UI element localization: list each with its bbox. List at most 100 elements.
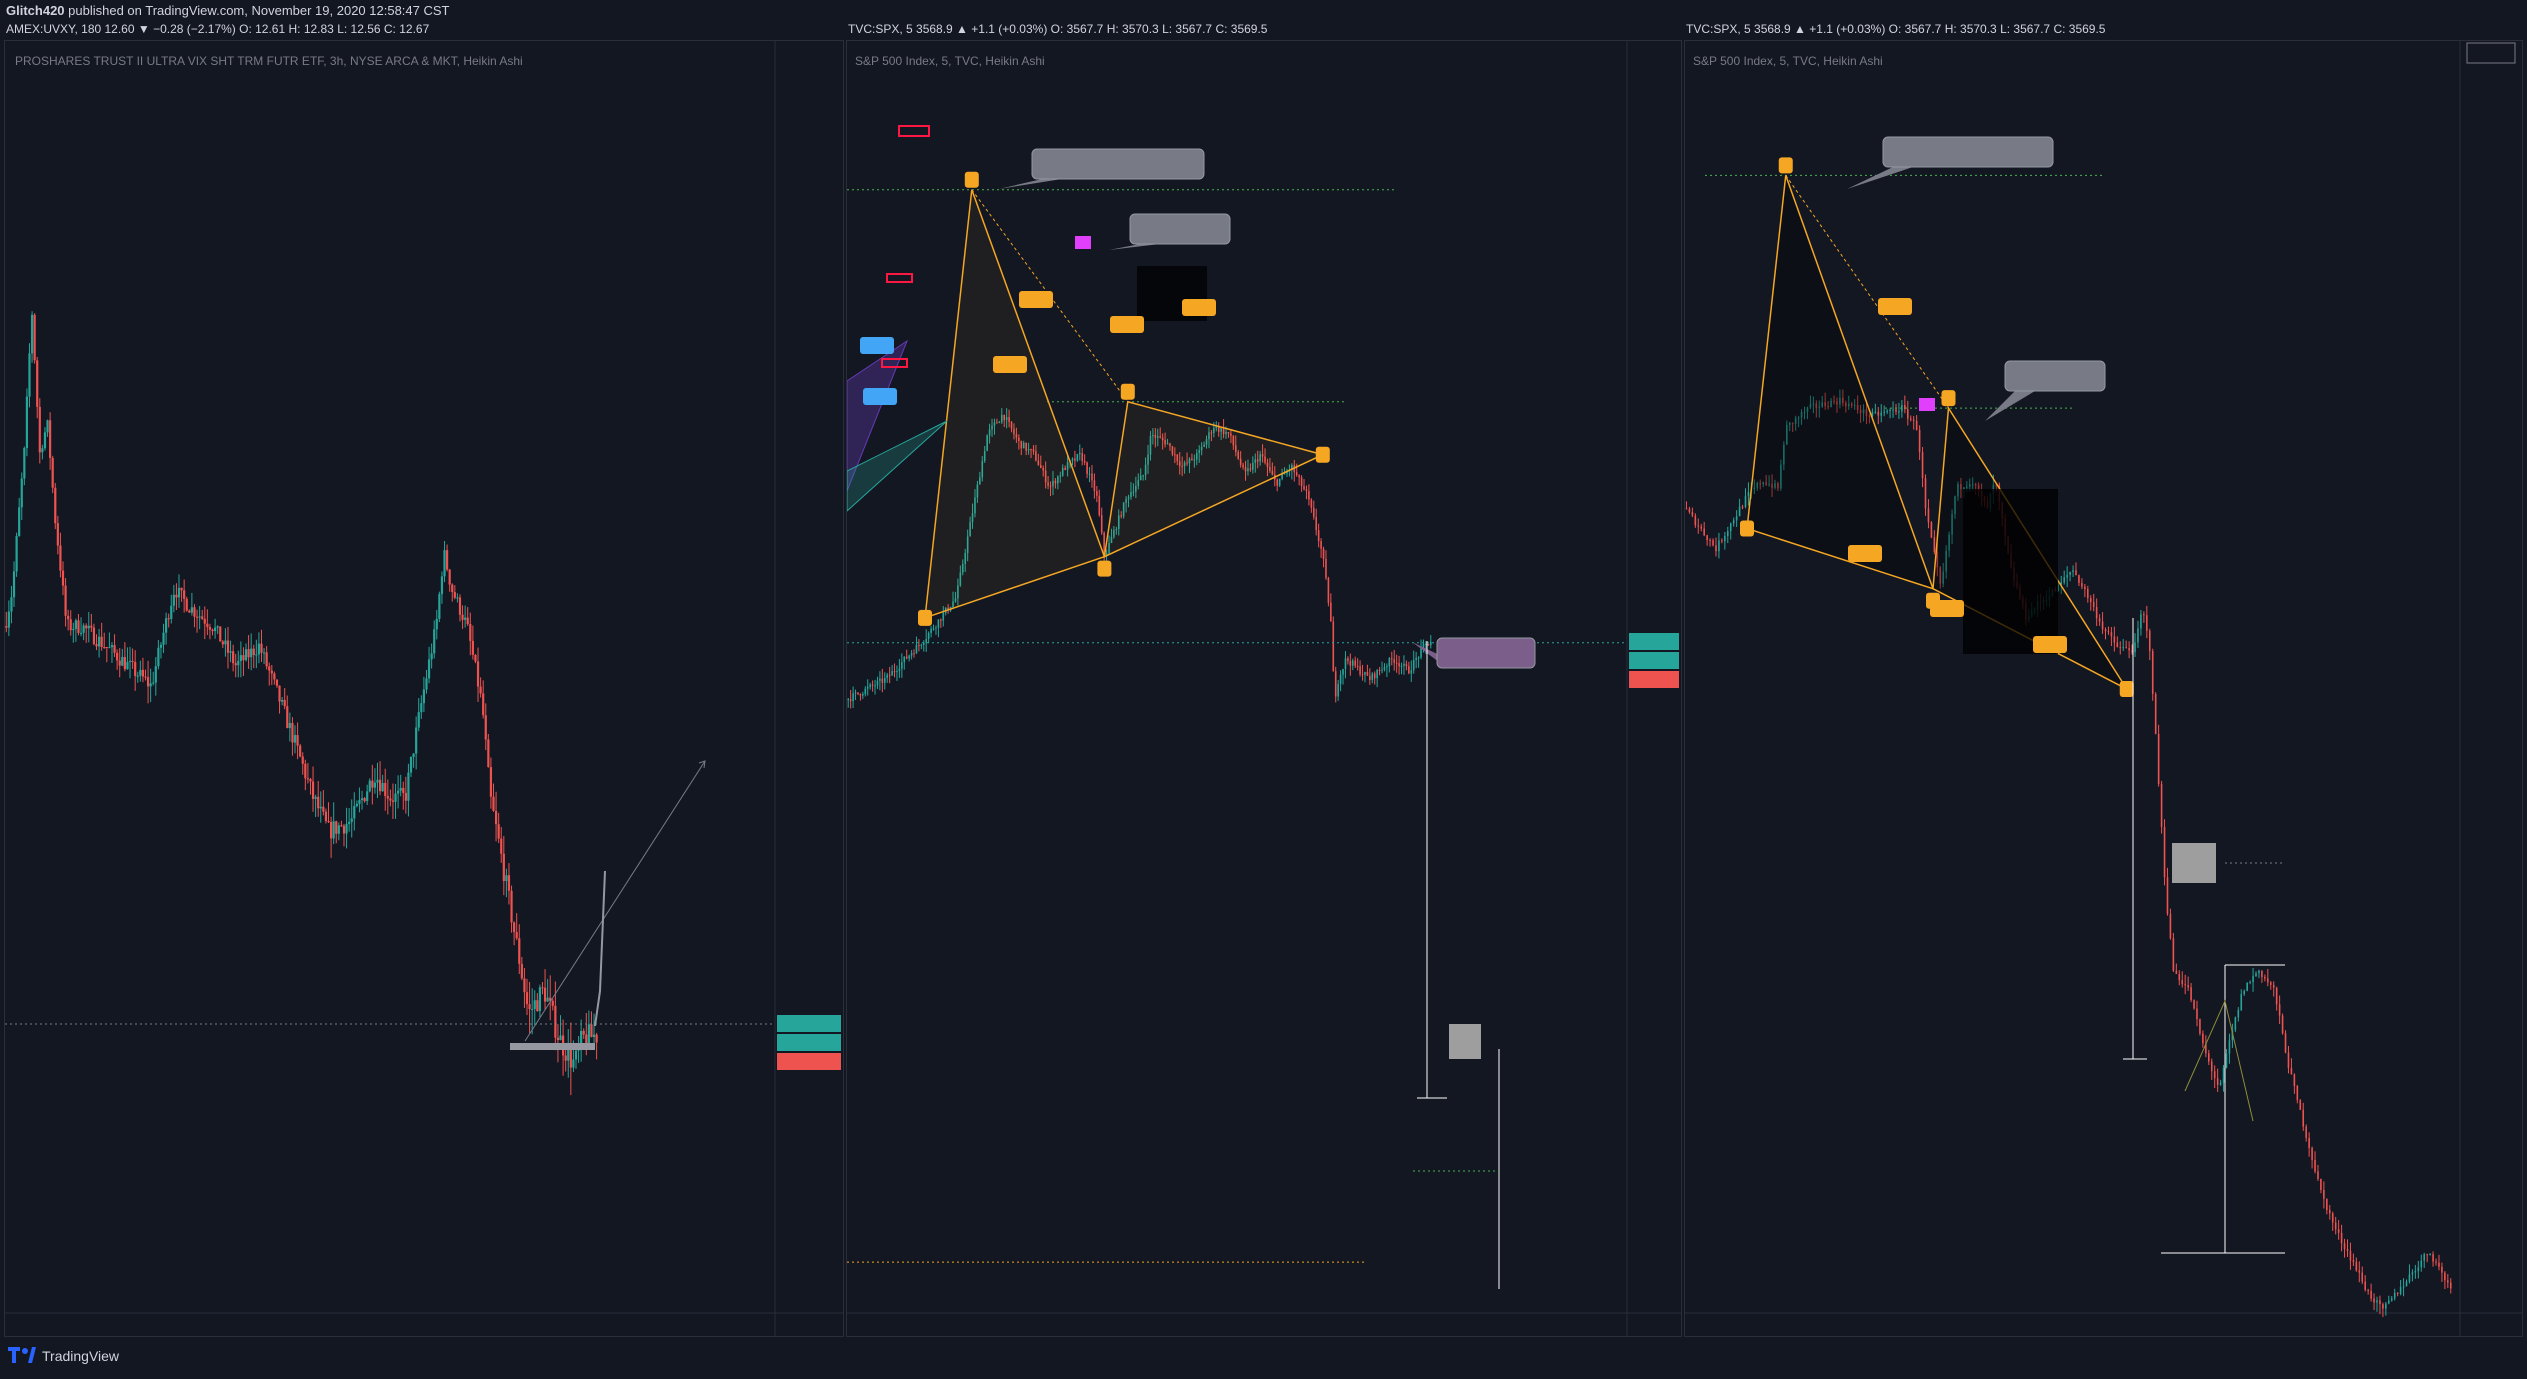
candle-body [1791,422,1794,424]
candle-body [2240,994,2243,1010]
candle-body [12,571,16,598]
candle-body [1386,666,1388,668]
spx-nov-chart-svg[interactable]: S&P 500 Index, 5, TVC, Heikin Ashi [846,41,1681,1336]
candle-body [2399,1287,2402,1294]
candle-body [1222,428,1225,435]
uvxy-chart-svg[interactable]: PROSHARES TRUST II ULTRA VIX SHT TRM FUT… [5,41,843,1336]
publisher-name[interactable]: Glitch420 [6,3,65,18]
point-bg [1097,560,1112,577]
candle-body [167,618,170,620]
callout-same-c[interactable] [1985,360,2106,421]
candle-body [2163,826,2166,878]
candle-body [1283,473,1286,475]
candle-body [1865,409,1868,416]
candle-body [2216,1078,2219,1085]
candle-body [492,796,495,811]
candle-body [1115,529,1118,531]
candle-body [1178,461,1181,467]
candle-body [1305,489,1308,492]
candle-body [126,661,129,670]
candle-body [363,798,366,802]
candle-body [2122,647,2125,649]
candle-body [56,523,59,546]
candle-body [162,632,165,645]
candle-body [451,584,454,593]
candle-body [554,1005,557,1038]
candle-body [77,620,80,633]
symbol-line-3: TVC:SPX, 5 3568.9 ▲ +1.1 (+0.03%) O: 356… [1686,22,2106,36]
footer-bar: TradingView [0,1337,2527,1374]
candle-body [2376,1300,2378,1303]
callout-tail [1847,167,1913,189]
ratio-badge-bg [1019,291,1053,308]
candle-body [1963,487,1965,490]
chart-panel-uvxy[interactable]: PROSHARES TRUST II ULTRA VIX SHT TRM FUT… [4,40,844,1337]
candle-body [1220,428,1222,432]
candle-body [1803,412,1806,414]
candle-body [409,757,413,773]
candle-body [108,647,111,649]
candle-body [5,626,8,628]
chart-panel-spx-feb[interactable]: S&P 500 Index, 5, TVC, Heikin Ashi [1684,40,2523,1337]
candle-body [935,627,937,629]
candle-body [1215,426,1218,429]
candle-body [244,649,248,661]
candle-body [265,652,268,667]
candle-body [959,572,962,586]
candle-body [1381,669,1383,671]
candle-body [2101,621,2104,630]
candle-body [216,626,219,628]
candle-body [541,987,544,989]
candle-body [2072,570,2074,572]
point-bg [964,171,979,188]
candle-body [247,649,250,658]
candle-body [1188,458,1191,464]
candle-body [2175,970,2178,974]
candle-body [1694,515,1697,526]
point-bg [2119,681,2134,698]
point-bg [1778,157,1793,174]
top-header: Glitch420 published on TradingView.com, … [0,0,2527,40]
candle-body [2402,1286,2405,1288]
candle-body [1088,473,1091,475]
candle-body [278,685,281,702]
candle-body [440,576,444,595]
candle-body [1122,502,1125,517]
callout-same-c[interactable] [1109,213,1231,250]
candle-body [1110,536,1113,544]
candle-body [1091,473,1093,481]
candle-body [146,677,150,687]
candle-body [2196,1008,2198,1020]
candle-body [402,787,405,793]
candle-body [2352,1260,2355,1262]
tradingview-logo-icon[interactable] [8,1347,36,1363]
candle-body [1794,418,1797,424]
ratio-badge [1930,600,1964,617]
candle-body [2429,1254,2431,1256]
candle-body [1369,675,1371,680]
candle-body [262,652,266,654]
candle-body [1286,471,1288,474]
candle-body [1883,411,1885,413]
footer-brand[interactable]: TradingView [42,1348,120,1364]
callout-harmonic-top[interactable] [1847,136,2054,189]
candle-body [1738,506,1741,517]
candle-body [38,406,41,453]
spx-feb-chart-svg[interactable]: S&P 500 Index, 5, TVC, Heikin Ashi [1685,41,2522,1336]
candle-body [461,614,464,620]
chart-panel-spx-nov[interactable]: S&P 500 Index, 5, TVC, Heikin Ashi [846,40,1682,1337]
candle-body [1393,659,1396,663]
candle-body [2390,1298,2393,1301]
candle-body [580,1030,583,1048]
candle-body [1198,450,1201,453]
candle-body [1166,443,1169,445]
candle-body [412,753,415,758]
candle-body [1906,409,1909,419]
price-label-badge [1629,652,1679,669]
candle-body [237,660,240,666]
candle-body [1027,449,1030,451]
candle-body [1951,514,1953,535]
callout-we-are-here[interactable] [1412,637,1536,669]
candle-body [226,640,230,653]
callout-harmonic-top[interactable] [999,148,1205,189]
